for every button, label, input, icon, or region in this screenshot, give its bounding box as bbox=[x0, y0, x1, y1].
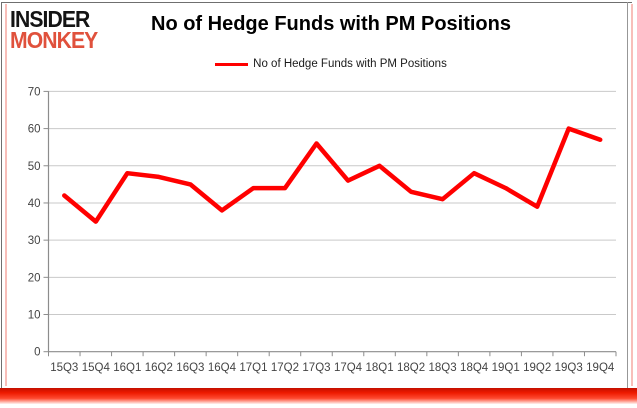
series-line-pm-positions bbox=[62, 126, 603, 224]
x-axis-label-19Q4: 19Q4 bbox=[586, 362, 615, 374]
red-glow-right bbox=[631, 4, 633, 386]
x-axis-label-18Q3: 18Q3 bbox=[429, 362, 457, 374]
frame-border-right bbox=[627, 2, 628, 388]
legend-line-swatch bbox=[215, 62, 249, 66]
legend-label: No of Hedge Funds with PM Positions bbox=[253, 58, 447, 70]
logo-word-insider: INSIDER bbox=[10, 6, 90, 32]
x-axis-label-16Q3: 16Q3 bbox=[176, 362, 204, 374]
x-axis-label-17Q1: 17Q1 bbox=[239, 362, 267, 374]
x-axis-label-15Q4: 15Q4 bbox=[82, 362, 111, 374]
x-axis-label-18Q1: 18Q1 bbox=[365, 362, 393, 374]
y-axis-label-10: 10 bbox=[28, 310, 41, 322]
x-axis-label-15Q3: 15Q3 bbox=[50, 362, 78, 374]
y-axis-label-50: 50 bbox=[28, 161, 41, 173]
x-axis-label-17Q4: 17Q4 bbox=[334, 362, 363, 374]
x-axis-label-16Q4: 16Q4 bbox=[208, 362, 237, 374]
insider-monkey-logo: INSIDER MONKEY bbox=[10, 6, 105, 54]
logo-word-monkey: MONKEY bbox=[10, 27, 98, 54]
x-axis-label-16Q2: 16Q2 bbox=[145, 362, 173, 374]
x-axis-label-19Q3: 19Q3 bbox=[555, 362, 583, 374]
x-axis-label-18Q2: 18Q2 bbox=[397, 362, 425, 374]
red-glow-left bbox=[5, 4, 7, 386]
bottom-red-band bbox=[0, 388, 637, 404]
y-axis-label-70: 70 bbox=[28, 86, 41, 98]
y-axis-label-30: 30 bbox=[28, 235, 41, 247]
y-axis-label-60: 60 bbox=[28, 124, 41, 136]
legend: No of Hedge Funds with PM Positions bbox=[145, 58, 517, 70]
x-axis-label-17Q2: 17Q2 bbox=[271, 362, 299, 374]
x-axis-label-17Q3: 17Q3 bbox=[302, 362, 330, 374]
y-axis-label-20: 20 bbox=[28, 272, 41, 284]
x-axis-label-16Q1: 16Q1 bbox=[113, 362, 141, 374]
y-axis-label-0: 0 bbox=[34, 347, 40, 359]
x-axis-label-18Q4: 18Q4 bbox=[460, 362, 489, 374]
frame-border-left bbox=[1, 2, 2, 388]
chart-title: No of Hedge Funds with PM Positions bbox=[151, 13, 511, 35]
frame-border-top bbox=[1, 2, 632, 3]
x-axis-label-19Q2: 19Q2 bbox=[523, 362, 551, 374]
y-axis-label-40: 40 bbox=[28, 198, 41, 210]
x-axis-label-19Q1: 19Q1 bbox=[492, 362, 520, 374]
